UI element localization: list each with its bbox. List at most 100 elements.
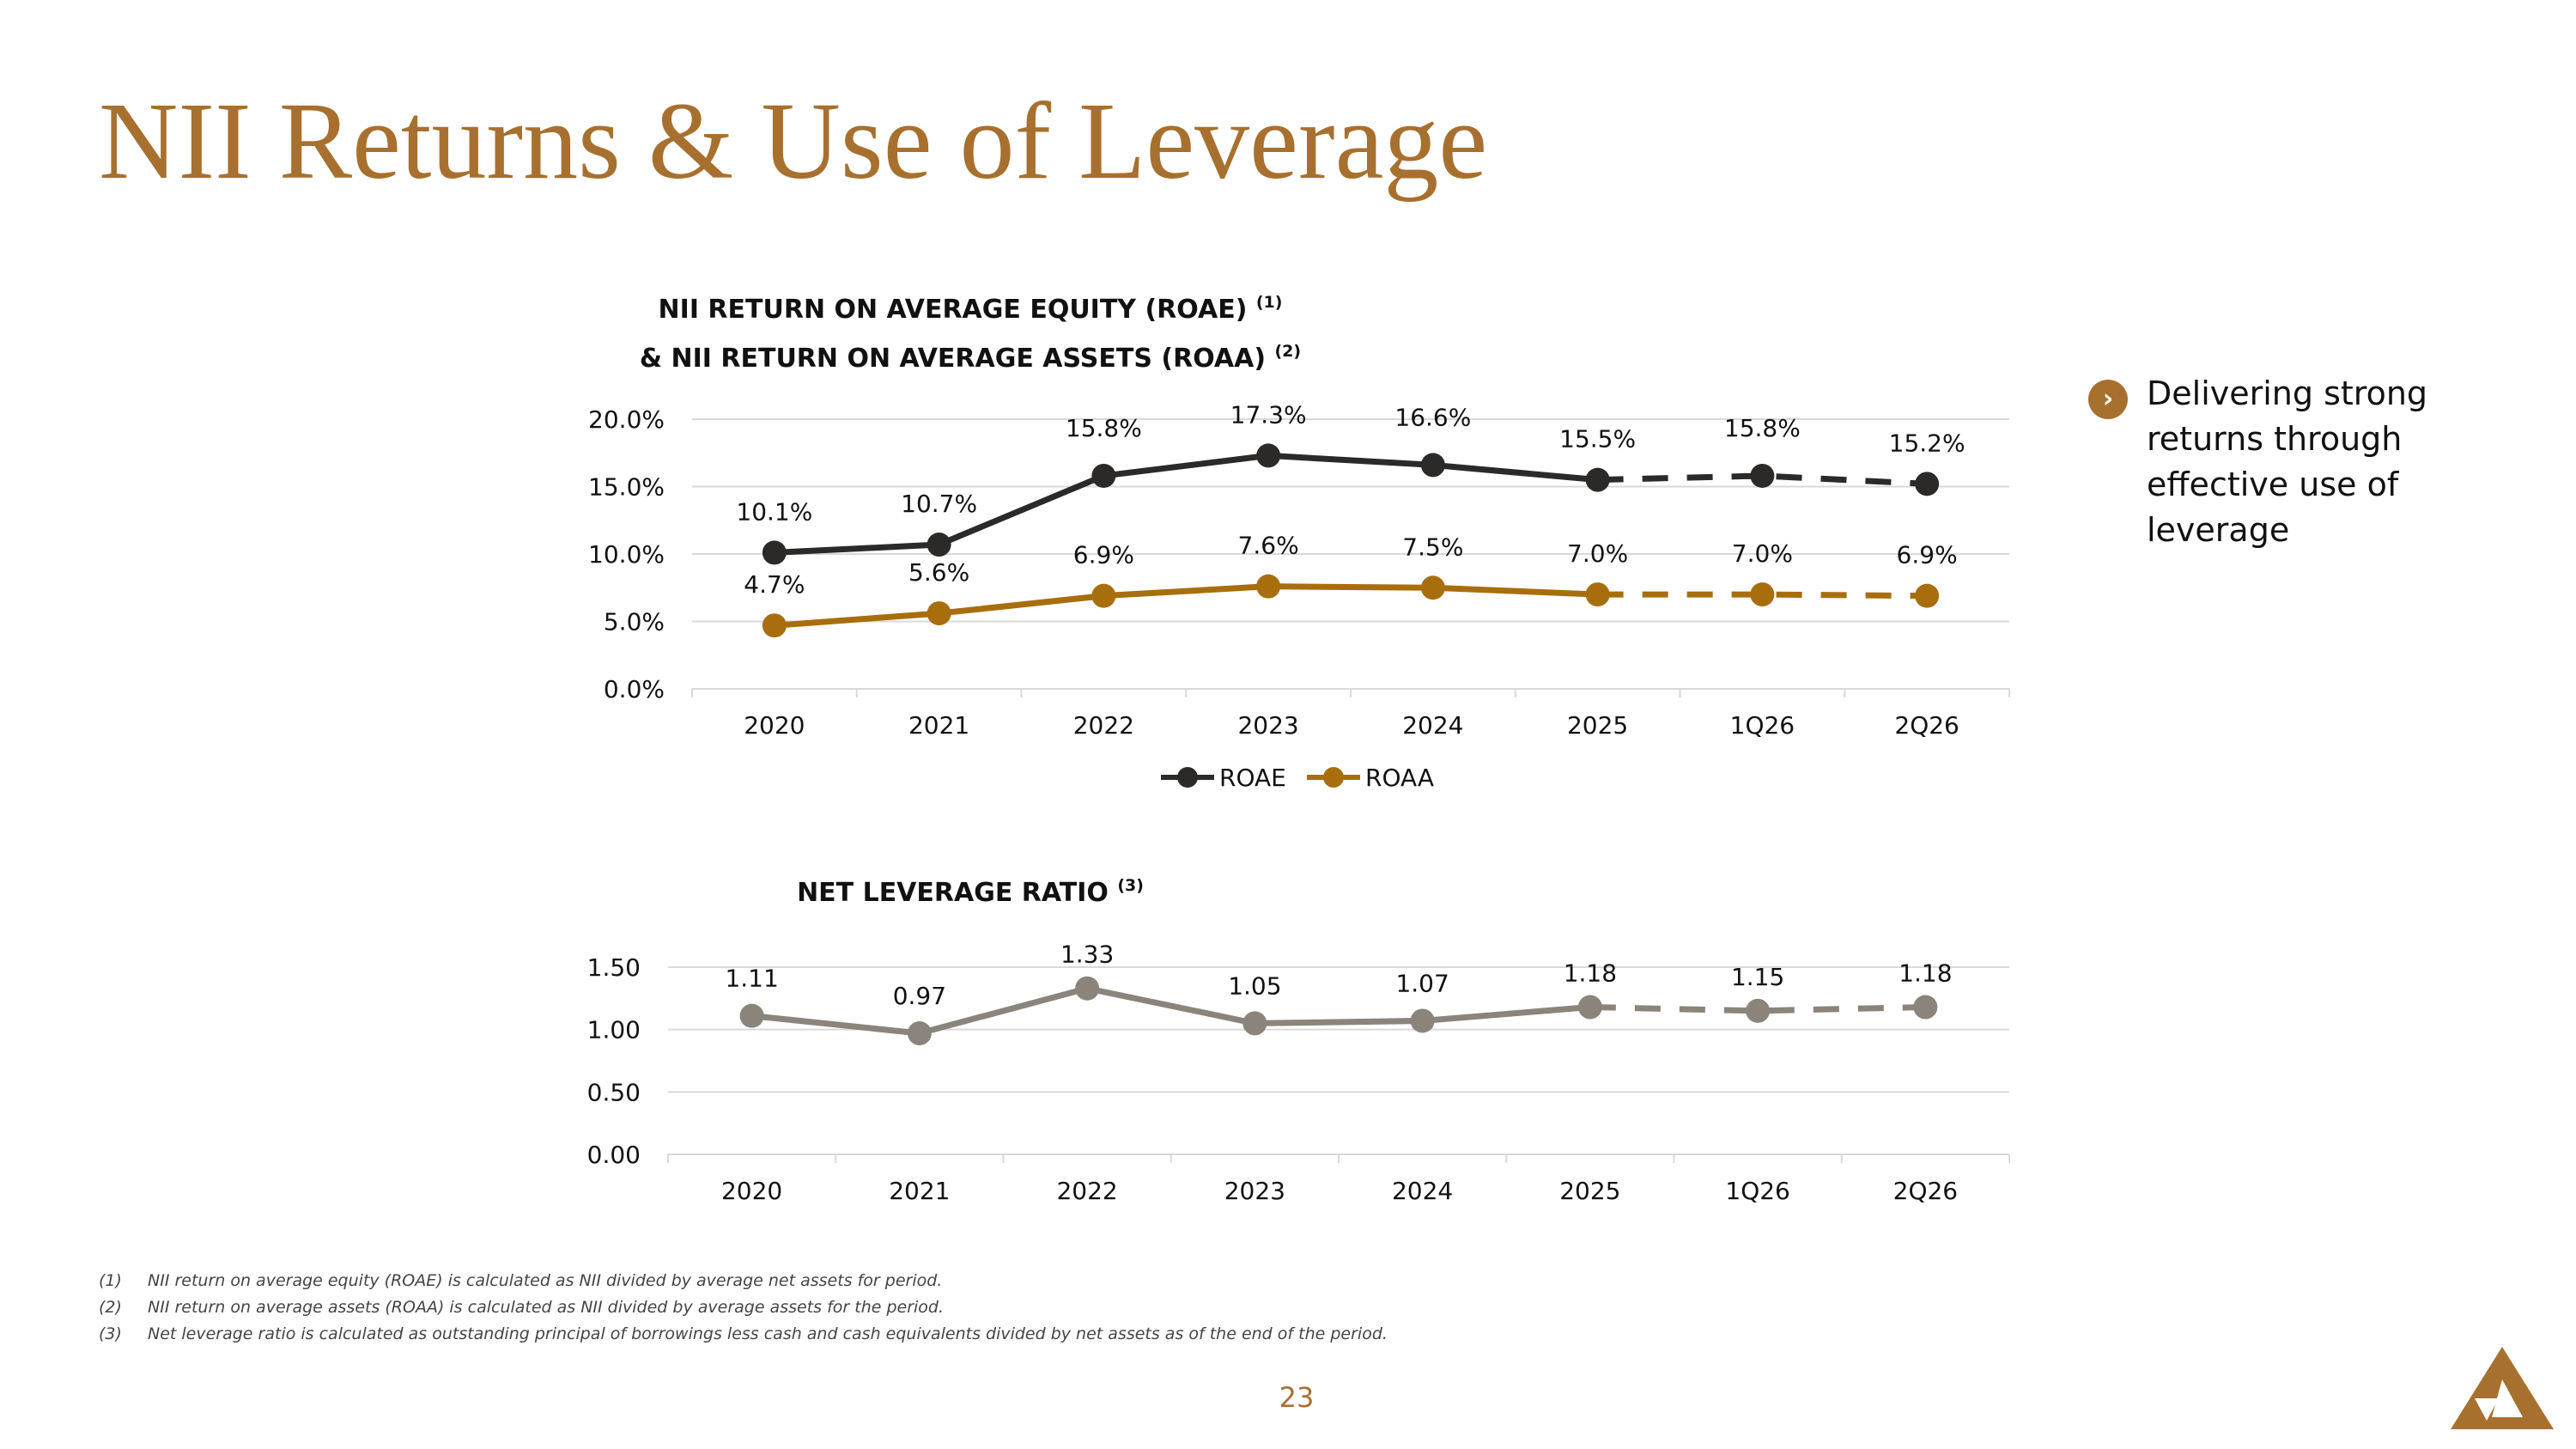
data-point bbox=[907, 1021, 932, 1046]
footnote: (2) NII return on average assets (ROAA) i… bbox=[99, 1294, 1816, 1321]
x-tick-label: 2020 bbox=[744, 711, 805, 740]
data-point bbox=[1242, 1011, 1267, 1036]
x-tick-label: 2021 bbox=[908, 711, 969, 740]
y-tick-label: 0.0% bbox=[604, 675, 665, 703]
leverage-title-text: NET LEVERAGE RATIO bbox=[797, 878, 1109, 908]
data-point bbox=[1091, 463, 1116, 488]
slide-title: NII Returns & Use of Leverage bbox=[99, 80, 1488, 202]
x-tick-label: 2Q26 bbox=[1894, 711, 1959, 740]
x-tick-label: 2023 bbox=[1237, 711, 1298, 740]
data-label: 17.3% bbox=[1230, 400, 1307, 429]
legend-marker bbox=[1177, 767, 1198, 788]
series-line-dashed bbox=[1589, 1004, 1926, 1014]
x-tick-label: 2Q26 bbox=[1893, 1177, 1958, 1205]
footnote: (3) Net leverage ratio is calculated as o… bbox=[99, 1321, 1816, 1348]
data-label: 15.8% bbox=[1724, 414, 1801, 442]
data-point bbox=[1746, 998, 1771, 1023]
footnote-ref-2: (2) bbox=[1274, 342, 1302, 361]
data-label: 7.5% bbox=[1402, 533, 1463, 561]
x-tick-label: 2025 bbox=[1559, 1177, 1620, 1205]
data-label: 1.05 bbox=[1228, 971, 1281, 1000]
chart-title-line1: NII RETURN ON AVERAGE EQUITY (ROAE) bbox=[658, 295, 1248, 325]
series-line-solid bbox=[751, 985, 1591, 1037]
data-label: 4.7% bbox=[744, 570, 805, 599]
footnote-ref-1: (1) bbox=[1255, 293, 1283, 312]
chevron-right-icon: › bbox=[2088, 380, 2128, 419]
data-point bbox=[1256, 574, 1281, 599]
series-line-solid bbox=[774, 452, 1598, 556]
data-point bbox=[1577, 995, 1602, 1020]
data-point bbox=[1091, 583, 1116, 608]
data-point bbox=[1420, 575, 1445, 600]
data-label: 1.07 bbox=[1395, 969, 1449, 997]
data-label: 0.97 bbox=[893, 982, 946, 1010]
footnote-number: (2) bbox=[99, 1298, 122, 1317]
net-leverage-line-chart: 0.00 0.50 1.00 1.50 2020 2021 2022 2023 2024 2025… bbox=[587, 941, 2010, 1205]
data-point bbox=[739, 1003, 764, 1028]
y-tick-label: 0.50 bbox=[587, 1078, 641, 1106]
data-point bbox=[927, 601, 951, 626]
y-tick-label: 5.0% bbox=[604, 608, 665, 636]
footnote: (1) NII return on average equity (ROAE) i… bbox=[99, 1268, 1816, 1294]
data-point bbox=[1750, 582, 1775, 607]
y-tick-label: 20.0% bbox=[588, 405, 665, 434]
data-label: 15.8% bbox=[1066, 414, 1142, 442]
data-label: 15.2% bbox=[1889, 429, 1965, 457]
data-point bbox=[1585, 467, 1610, 492]
data-point bbox=[1256, 443, 1281, 468]
x-tick-label: 2024 bbox=[1402, 711, 1463, 740]
y-tick-label: 0.00 bbox=[587, 1141, 641, 1169]
data-label: 7.0% bbox=[1567, 539, 1628, 568]
data-point bbox=[1915, 583, 1940, 608]
footnote-number: (3) bbox=[99, 1324, 122, 1343]
data-label: 1.33 bbox=[1060, 941, 1114, 969]
legend-label: ROAE bbox=[1219, 764, 1286, 792]
y-tick-label: 10.0% bbox=[588, 540, 665, 569]
x-tick-label: 2024 bbox=[1392, 1177, 1453, 1205]
x-tick-label: 2022 bbox=[1073, 711, 1134, 740]
data-point bbox=[1420, 453, 1445, 478]
data-point bbox=[1750, 463, 1775, 488]
footnote-text: NII return on average assets (ROAA) is c… bbox=[148, 1298, 945, 1317]
footnote-text: Net leverage ratio is calculated as outs… bbox=[148, 1324, 1388, 1343]
series-line-solid bbox=[774, 583, 1598, 629]
data-label: 6.9% bbox=[1897, 541, 1958, 569]
x-tick-label: 1Q26 bbox=[1730, 711, 1795, 740]
data-label: 6.9% bbox=[1073, 541, 1134, 569]
roae-roaa-line-chart: 0.0% 5.0% 10.0% 15.0% 20.0% 2020 2021 2022 2023 2… bbox=[588, 400, 2010, 792]
data-label: 1.18 bbox=[1899, 959, 1952, 988]
data-label: 1.11 bbox=[725, 965, 778, 993]
y-tick-label: 1.00 bbox=[587, 1016, 641, 1044]
data-point bbox=[1913, 995, 1938, 1020]
data-label: 15.5% bbox=[1559, 425, 1636, 454]
data-point bbox=[762, 540, 787, 565]
data-label: 1.15 bbox=[1731, 963, 1784, 991]
data-point bbox=[1410, 1008, 1435, 1033]
y-tick-label: 1.50 bbox=[587, 953, 641, 982]
data-label: 16.6% bbox=[1394, 403, 1471, 431]
footnote-text: NII return on average equity (ROAE) is c… bbox=[148, 1271, 943, 1290]
series-line-dashed bbox=[1597, 591, 1928, 600]
data-point bbox=[1075, 976, 1100, 1001]
data-label: 7.6% bbox=[1238, 532, 1299, 560]
data-label: 1.18 bbox=[1564, 959, 1617, 988]
x-tick-label: 2022 bbox=[1056, 1177, 1117, 1205]
footnotes: (1) NII return on average equity (ROAE) i… bbox=[99, 1268, 1816, 1348]
data-point bbox=[927, 533, 951, 557]
data-point bbox=[762, 613, 787, 638]
side-note-text: Delivering strong returns through effect… bbox=[2147, 374, 2428, 549]
company-logo bbox=[2451, 1347, 2554, 1429]
data-point bbox=[1915, 472, 1940, 496]
data-label: 10.7% bbox=[901, 490, 977, 518]
data-point bbox=[1585, 582, 1610, 607]
data-label: 5.6% bbox=[908, 558, 969, 587]
chart-title-line2: & NII RETURN ON AVERAGE ASSETS (ROAA) bbox=[639, 344, 1267, 374]
series-line-dashed bbox=[1597, 472, 1928, 487]
x-tick-label: 2023 bbox=[1224, 1177, 1285, 1205]
footnote-ref-3: (3) bbox=[1117, 876, 1144, 895]
footnote-number: (1) bbox=[99, 1271, 122, 1290]
roae-roaa-chart-title: NII RETURN ON AVERAGE EQUITY (ROAE) (1) … bbox=[0, 282, 1941, 380]
legend-marker bbox=[1323, 767, 1344, 788]
x-tick-label: 2020 bbox=[721, 1177, 782, 1205]
